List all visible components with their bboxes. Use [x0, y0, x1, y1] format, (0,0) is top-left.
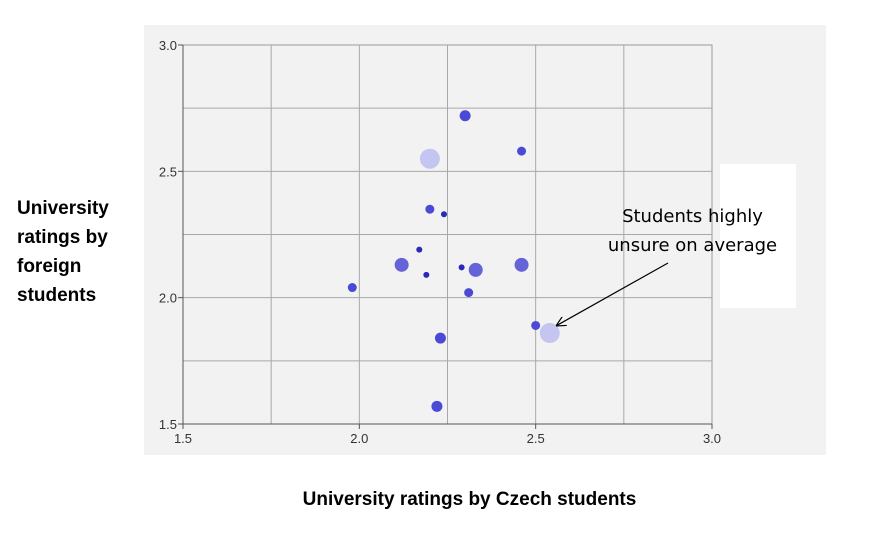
data-point	[517, 146, 527, 156]
data-points	[347, 110, 560, 412]
data-point	[440, 211, 447, 218]
annotation-arrow	[557, 262, 669, 325]
data-point	[425, 204, 435, 214]
data-point	[459, 110, 471, 122]
axes	[178, 44, 713, 429]
data-point	[531, 320, 541, 330]
data-point	[468, 262, 483, 277]
x-tick-label: 2.0	[350, 431, 368, 446]
annotation-text: Students highly unsure on average	[607, 206, 778, 256]
data-point	[514, 257, 529, 272]
data-point	[416, 246, 423, 253]
data-point	[464, 288, 474, 298]
legend-placeholder-box	[720, 164, 796, 308]
x-tick-label: 2.5	[527, 431, 545, 446]
data-point	[458, 264, 465, 271]
y-tick-labels: 1.5 2.0 2.5 3.0	[159, 38, 177, 432]
x-tick-label: 1.5	[174, 431, 192, 446]
annotation-arrow-line	[557, 262, 669, 325]
data-point	[434, 332, 446, 344]
grid-lines	[182, 44, 713, 425]
x-tick-labels: 1.5 2.0 2.5 3.0	[174, 431, 721, 446]
x-tick-label: 3.0	[703, 431, 721, 446]
data-point	[431, 400, 443, 412]
data-point	[539, 323, 560, 344]
y-tick-label: 2.5	[159, 164, 177, 179]
y-tick-label: 3.0	[159, 38, 177, 53]
data-point	[423, 271, 430, 278]
y-tick-label: 1.5	[159, 417, 177, 432]
data-point	[347, 283, 357, 293]
data-point	[394, 257, 409, 272]
y-axis-label: University ratings by foreign students	[17, 198, 109, 306]
data-point	[419, 148, 440, 169]
x-axis-label: University ratings by Czech students	[302, 489, 637, 510]
y-tick-label: 2.0	[159, 291, 177, 306]
